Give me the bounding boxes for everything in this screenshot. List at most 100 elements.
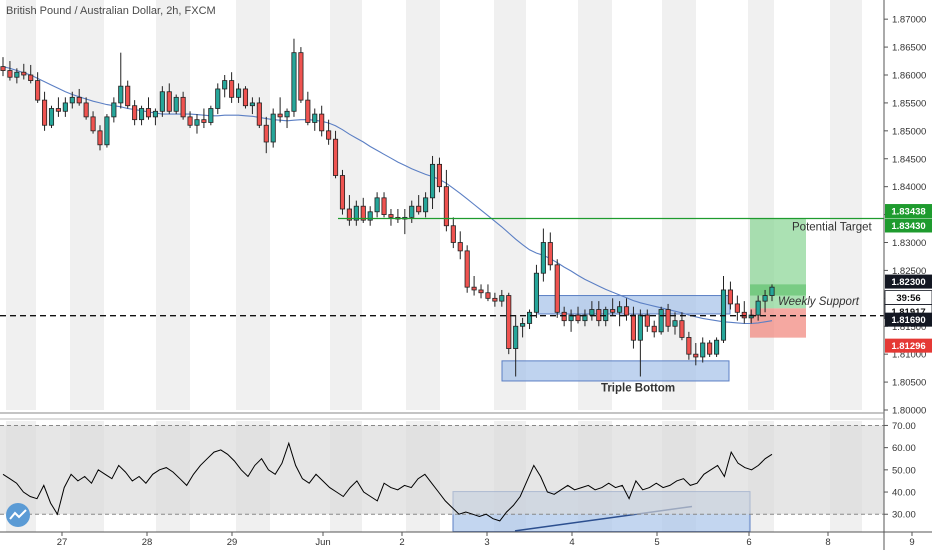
price-tag-label: 39:56: [896, 293, 920, 304]
candle: [152, 108, 158, 126]
candle-body: [249, 102, 255, 107]
candle-body: [547, 242, 553, 266]
candle-body: [610, 309, 616, 313]
candle: [443, 169, 449, 232]
price-tick-label: 1.84000: [892, 182, 926, 193]
price-tick-label: 1.81500: [892, 322, 926, 333]
candle: [139, 105, 145, 126]
candle: [533, 264, 539, 318]
candle: [332, 130, 339, 179]
price-tag-box: [885, 312, 932, 327]
triple-bottom-zone: [501, 360, 730, 382]
weekly-support-zone: [537, 295, 731, 315]
candle-body: [416, 205, 422, 213]
candle: [270, 108, 276, 148]
session-band: [406, 0, 440, 410]
candle: [734, 295, 740, 321]
target-zone-fill: [750, 284, 806, 296]
candle-body: [118, 85, 124, 104]
candle: [658, 306, 664, 335]
price-tick-label: 1.83000: [892, 238, 926, 249]
price-tag-label: 1.82300: [891, 277, 925, 288]
candle: [194, 114, 200, 134]
candle-body: [423, 197, 429, 213]
candle: [492, 292, 498, 307]
price-tag-label: 1.81917: [891, 307, 925, 318]
candle-body: [208, 108, 214, 123]
candle-body: [236, 88, 242, 98]
candle: [353, 200, 359, 226]
candle-body: [319, 113, 325, 132]
candle-body: [443, 186, 449, 227]
price-tag-label: 1.81690: [891, 315, 925, 326]
candle: [575, 306, 581, 324]
candle: [284, 108, 290, 129]
candle: [159, 86, 165, 117]
logo-icon-mark: [9, 509, 27, 520]
candle-body: [180, 96, 186, 118]
candle-body: [457, 242, 463, 252]
price-tag: 1.81296: [885, 338, 932, 353]
price-tick-label: 1.80000: [892, 406, 926, 417]
session-band: [830, 0, 862, 410]
candle: [714, 337, 720, 357]
candle-body: [637, 314, 643, 341]
candle-body: [326, 130, 332, 140]
logo-icon: [6, 503, 30, 527]
price-tag-label: 1.83438: [891, 207, 925, 218]
price-tag-label: 1.83430: [891, 221, 925, 232]
price-tick-label: 1.87000: [892, 15, 926, 26]
price-tick-label: 1.85000: [892, 126, 926, 137]
candle: [7, 61, 13, 81]
candle-body: [346, 208, 352, 221]
candle: [97, 125, 103, 151]
candle: [291, 38, 297, 117]
candle: [471, 276, 477, 296]
candle-body: [152, 110, 158, 118]
candle-body: [464, 250, 470, 288]
candle: [263, 116, 269, 154]
candle-body: [291, 52, 297, 112]
candle: [762, 289, 768, 313]
candle: [665, 303, 671, 332]
candle: [506, 292, 512, 355]
oscillator-band: [0, 425, 884, 515]
candle: [644, 309, 650, 332]
candle: [485, 284, 491, 302]
candle-body: [312, 113, 318, 123]
candle-body: [284, 110, 290, 118]
candle: [173, 94, 179, 115]
time-tick-label: 8: [825, 537, 830, 548]
candle-body: [520, 323, 526, 327]
candle-body: [145, 108, 152, 118]
candle-body: [589, 309, 595, 316]
candle-body: [506, 295, 512, 349]
candle: [727, 281, 733, 310]
candle: [457, 231, 463, 260]
candle: [208, 105, 214, 126]
candle: [499, 289, 505, 307]
candle: [256, 97, 262, 129]
candle-body: [360, 205, 366, 221]
candle-body: [727, 289, 733, 305]
candle: [416, 195, 422, 215]
candle: [145, 97, 152, 120]
candle-body: [540, 242, 546, 274]
candle: [520, 317, 526, 338]
candle: [242, 86, 249, 109]
candle: [436, 157, 443, 193]
candle: [374, 192, 380, 218]
candle: [90, 111, 96, 134]
candle: [547, 232, 553, 271]
candle-body: [201, 119, 207, 123]
price-tag-box: [885, 338, 932, 353]
candle-body: [665, 309, 671, 327]
candle-body: [623, 306, 630, 316]
candle: [62, 97, 68, 117]
candle-body: [305, 99, 311, 123]
time-tick-label: 3: [484, 537, 489, 548]
candle: [707, 340, 713, 357]
candle-body: [270, 113, 276, 143]
candle-body: [353, 205, 359, 221]
